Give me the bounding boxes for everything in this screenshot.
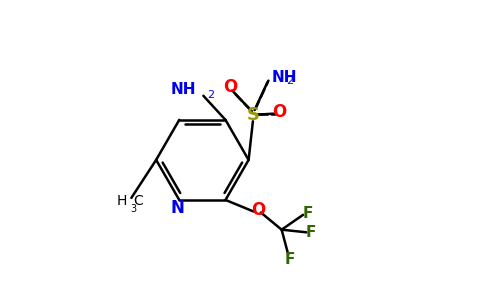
Text: 3: 3 [130,204,136,214]
Text: O: O [251,201,265,219]
Text: F: F [305,225,316,240]
Text: S: S [247,106,260,124]
Text: 2: 2 [287,76,294,86]
Text: F: F [285,252,295,267]
Text: H: H [117,194,127,208]
Text: C: C [134,194,143,208]
Text: NH: NH [170,82,196,97]
Text: O: O [223,78,238,96]
Text: 2: 2 [207,90,214,100]
Text: F: F [302,206,313,221]
Text: O: O [272,103,286,121]
Text: N: N [171,199,184,217]
Text: NH: NH [272,70,297,85]
